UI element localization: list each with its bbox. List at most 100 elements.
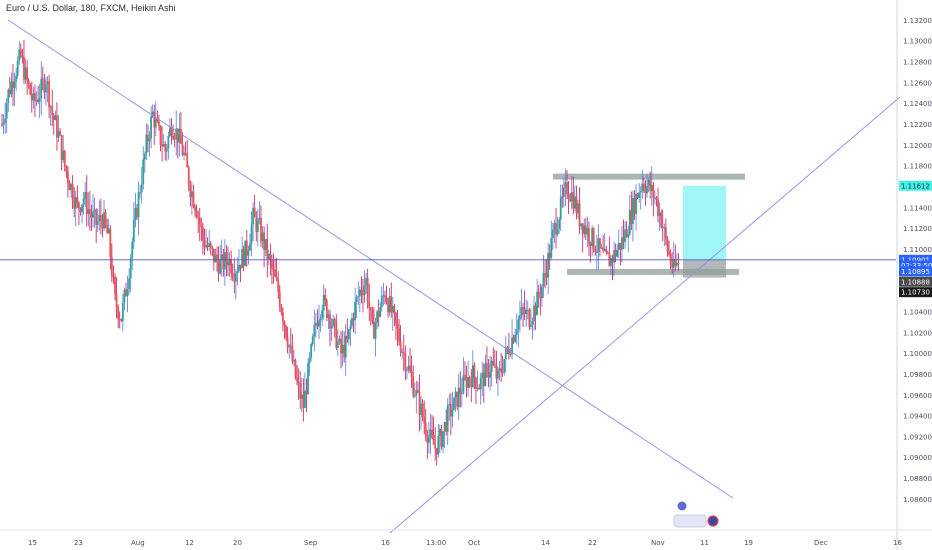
candle-body — [311, 336, 314, 345]
candle-body — [487, 363, 490, 378]
candle-body — [530, 324, 532, 327]
indicators-widget[interactable] — [673, 500, 719, 528]
candle-body — [197, 216, 200, 218]
candle-body — [435, 448, 438, 455]
candle-body — [10, 81, 13, 95]
trendlines-layer[interactable] — [0, 19, 901, 534]
price-tick-label: 1.12000 — [903, 142, 932, 150]
candle-body — [291, 345, 294, 362]
candle-body — [584, 225, 587, 235]
price-tick-label: 1.13200 — [903, 17, 932, 25]
price-tag-label: 02:33:50 — [901, 262, 932, 270]
candle-body — [158, 121, 160, 127]
candle-body — [329, 314, 331, 329]
candle-body — [78, 202, 80, 209]
candle-body — [252, 207, 255, 225]
drawings-layer[interactable] — [553, 173, 745, 278]
target-zone[interactable] — [683, 185, 726, 260]
candle-body — [205, 245, 207, 248]
candle-body — [250, 224, 253, 244]
candle-body — [191, 191, 193, 198]
candle-body — [318, 320, 320, 327]
price-tick-label: 1.10000 — [903, 350, 932, 358]
candle-body — [352, 318, 355, 321]
candle-body — [343, 344, 346, 358]
candle-body — [636, 193, 639, 198]
candle-body — [203, 239, 206, 248]
candle-body — [263, 232, 265, 251]
time-tick-label: 15 — [28, 539, 37, 547]
time-tick-label: 23 — [74, 539, 83, 547]
candle-body — [143, 153, 146, 160]
candle-body — [43, 79, 46, 93]
candle-body — [40, 78, 43, 99]
candle-body — [438, 428, 441, 436]
candle-body — [523, 308, 526, 314]
candle-body — [652, 184, 655, 198]
event-marker-icon[interactable] — [676, 500, 688, 512]
candle-body — [564, 182, 567, 188]
candle-body — [316, 323, 319, 327]
candle-body — [271, 260, 273, 269]
candle-body — [117, 307, 120, 319]
candle-body — [82, 198, 85, 205]
candle-body — [92, 211, 94, 218]
ascending-trendline[interactable] — [389, 96, 901, 534]
candle-body — [32, 93, 35, 101]
candle-body — [62, 150, 65, 161]
candle-body — [216, 254, 218, 262]
candle-body — [427, 437, 430, 443]
support-zone[interactable] — [567, 268, 739, 275]
candle-body — [249, 243, 251, 251]
candle-body — [380, 295, 383, 308]
candle-body — [517, 319, 520, 330]
candle-body — [548, 253, 551, 258]
time-axis[interactable]: 15 23 Aug 12 20 Sep 16 13:00 Oct 14 22 Nov 11 19 Dec 16 — [0, 529, 932, 547]
candle-body — [482, 372, 485, 387]
candle-body — [194, 206, 196, 211]
candle-body — [561, 196, 564, 198]
time-tick-label: 14 — [541, 539, 550, 547]
descending-trendline[interactable] — [7, 19, 734, 499]
candle-body — [236, 271, 239, 274]
candle-body — [627, 234, 630, 238]
resistance-zone[interactable] — [553, 173, 745, 180]
candle-body — [468, 377, 471, 381]
price-tick-label: 1.09000 — [903, 454, 932, 462]
price-tag-label: 1.11612 — [901, 182, 930, 190]
candle-body — [35, 99, 38, 102]
candle-body — [314, 323, 317, 325]
candle-body — [96, 220, 99, 225]
time-tick-label: 22 — [588, 539, 597, 547]
candle-body — [531, 320, 534, 325]
candle-body — [492, 361, 495, 365]
candle-body — [70, 184, 72, 191]
stop-zone[interactable] — [683, 259, 726, 278]
price-axis[interactable]: 1.13200 1.13000 1.12800 1.12600 1.12400 1.122… — [896, 0, 932, 550]
candle-body — [603, 249, 606, 252]
candle-body — [355, 297, 358, 302]
candle-body — [597, 238, 600, 252]
price-tick-label: 1.12600 — [903, 79, 932, 87]
candle-body — [475, 377, 477, 389]
price-tag-bid — [899, 266, 932, 277]
candle-body — [653, 197, 656, 199]
candle-body — [379, 307, 382, 317]
events-badge-icon[interactable] — [673, 514, 707, 528]
price-tick-label: 1.10400 — [903, 308, 932, 316]
economic-event-icon[interactable] — [707, 515, 719, 527]
candle-body — [161, 144, 163, 147]
candle-body — [120, 318, 123, 322]
candle-body — [643, 183, 645, 190]
chart-title: Euro / U.S. Dollar, 180, FXCM, Heikin As… — [6, 3, 176, 13]
candle-body — [93, 209, 96, 212]
candle-body — [247, 250, 250, 256]
candle-body — [101, 220, 104, 229]
candle-body — [109, 228, 112, 258]
candle-body — [677, 262, 680, 264]
candle-body — [503, 359, 506, 373]
candle-body — [178, 128, 181, 143]
candle-body — [13, 81, 16, 88]
